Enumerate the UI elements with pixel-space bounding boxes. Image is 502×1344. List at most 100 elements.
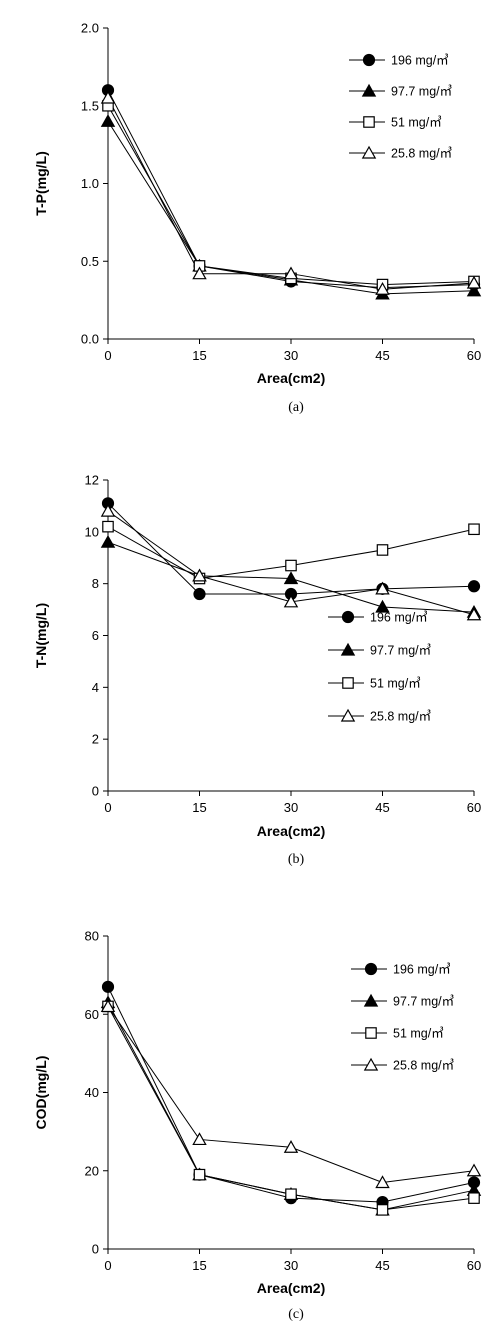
legend-marker	[361, 145, 377, 159]
legend-label: 97.7 mg/㎥	[370, 644, 431, 658]
y-tick-label: 0	[92, 1242, 99, 1257]
legend-marker	[365, 1027, 377, 1039]
data-point-series-4	[283, 594, 299, 608]
y-tick-label: 12	[85, 473, 99, 488]
x-tick-label: 0	[104, 800, 111, 815]
legend-marker	[340, 642, 356, 656]
legend-marker	[363, 1057, 379, 1071]
data-point-series-4	[466, 1163, 482, 1177]
chart-panel-1: 0.0 0.5 1.0 1.5 2.0 0 15 30 45 60 Area(cm2) T-P(mg/…	[33, 21, 481, 416]
legend-label: 196 mg/㎥	[393, 963, 451, 977]
y-tick-label: 8	[92, 576, 99, 591]
y-tick-label: 10	[85, 524, 99, 539]
y-tick-label: 0.0	[81, 332, 99, 347]
data-point-series-3	[285, 559, 297, 572]
legend-label: 97.7 mg/㎥	[393, 995, 454, 1009]
x-tick-label: 60	[467, 800, 481, 815]
legend-marker	[362, 53, 376, 67]
data-point-series-3	[376, 544, 389, 556]
data-point-series-1	[193, 587, 206, 601]
legend-label: 25.8 mg/㎥	[393, 1059, 454, 1073]
y-tick-label: 80	[85, 929, 99, 944]
data-point-series-4	[375, 1175, 390, 1189]
data-point-series-3	[102, 520, 114, 533]
legend-label: 51 mg/㎥	[393, 1027, 444, 1041]
x-axis-label: Area(cm2)	[257, 1280, 325, 1296]
data-point-series-2	[466, 283, 482, 297]
data-point-series-4	[466, 275, 482, 289]
x-tick-label: 60	[467, 1258, 481, 1273]
data-point-series-2	[100, 114, 116, 127]
legend-label: 97.7 mg/㎥	[391, 85, 452, 99]
x-tick-label: 30	[284, 348, 298, 363]
x-tick-label: 45	[375, 1258, 389, 1273]
chart-panel-2: 0 2 4 6 8 10 12 0 15 30 45 60 Area(cm2) T-N(mg/L) (b) 1…	[33, 473, 481, 868]
y-tick-label: 2	[92, 732, 99, 747]
x-axis-label: Area(cm2)	[257, 370, 325, 386]
y-tick-label: 40	[85, 1085, 99, 1100]
legend-marker	[340, 708, 356, 722]
x-tick-label: 0	[104, 348, 111, 363]
x-tick-label: 45	[375, 800, 389, 815]
y-tick-label: 4	[92, 680, 99, 695]
legend-label: 51 mg/㎥	[370, 677, 421, 691]
x-axis-label: Area(cm2)	[257, 823, 325, 839]
data-point-series-4	[192, 568, 207, 582]
data-point-series-4	[192, 1132, 207, 1146]
x-tick-label: 15	[192, 800, 206, 815]
y-tick-label: 1.5	[81, 98, 99, 113]
x-tick-label: 0	[104, 1258, 111, 1273]
data-point-series-3	[468, 523, 480, 536]
x-tick-label: 30	[284, 1258, 298, 1273]
y-tick-label: 20	[85, 1163, 99, 1178]
data-point-series-4	[100, 503, 116, 517]
legend-marker	[363, 993, 379, 1007]
data-point-series-1	[101, 980, 115, 993]
chart-panel-3: 0 20 40 60 80 0 15 30 45 60 Area(cm2) COD(mg/L) (c) 1…	[33, 929, 481, 1323]
legend-label: 196 mg/㎥	[391, 54, 449, 68]
data-point-series-3	[193, 1168, 206, 1181]
x-tick-label: 15	[192, 1258, 206, 1273]
data-point-series-3	[376, 1204, 389, 1216]
legend-label: 25.8 mg/㎥	[370, 710, 431, 724]
data-point-series-4	[192, 266, 207, 280]
x-tick-label: 30	[284, 800, 298, 815]
y-tick-label: 1.0	[81, 176, 99, 191]
data-point-series-2	[283, 571, 299, 585]
data-point-series-4	[375, 282, 390, 295]
y-tick-label: 0.5	[81, 254, 99, 269]
y-tick-label: 6	[92, 628, 99, 643]
y-axis-label: T-N(mg/L)	[33, 603, 49, 668]
legend-label: 25.8 mg/㎥	[391, 147, 452, 161]
series-line-1	[107, 986, 475, 1203]
x-tick-label: 15	[192, 348, 206, 363]
legend-label: 51 mg/㎥	[391, 116, 442, 130]
x-tick-label: 60	[467, 348, 481, 363]
panel-caption: (b)	[288, 852, 305, 867]
data-point-series-4	[100, 90, 116, 104]
data-point-series-3	[285, 1188, 297, 1201]
panel-caption: (a)	[288, 400, 304, 415]
data-point-series-4	[283, 266, 299, 280]
legend-label: 196 mg/㎥	[370, 611, 428, 625]
x-tick-label: 45	[375, 348, 389, 363]
legend-marker	[364, 962, 378, 976]
legend-marker	[341, 610, 355, 624]
data-point-series-1	[467, 580, 481, 593]
y-axis-label: T-P(mg/L)	[33, 151, 49, 216]
data-point-series-4	[283, 1140, 299, 1153]
y-axis-label: COD(mg/L)	[33, 1056, 49, 1130]
data-point-series-4	[100, 999, 116, 1013]
legend-marker	[342, 677, 354, 689]
y-tick-label: 60	[85, 1007, 99, 1022]
data-point-series-2	[375, 599, 390, 613]
data-point-series-2	[100, 534, 116, 548]
y-tick-label: 2.0	[81, 21, 99, 36]
panel-caption: (c)	[288, 1307, 304, 1322]
data-point-series-3	[468, 1192, 480, 1204]
y-tick-label: 0	[92, 784, 99, 799]
legend-marker	[363, 116, 375, 128]
data-point-series-4	[466, 607, 482, 621]
data-point-series-4	[375, 581, 390, 595]
